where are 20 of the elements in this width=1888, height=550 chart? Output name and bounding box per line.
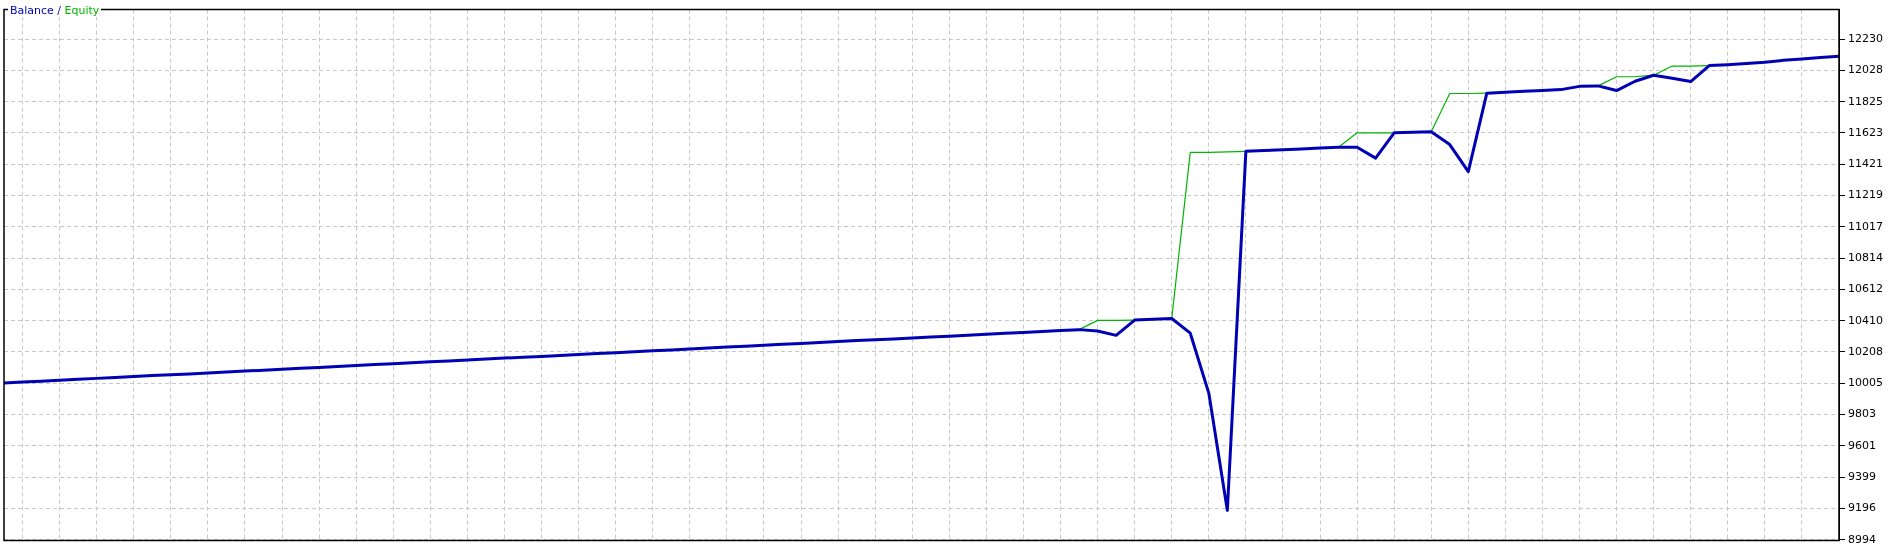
y-tick-label: 11825 bbox=[1848, 94, 1884, 108]
y-tick-label: 10814 bbox=[1848, 250, 1884, 264]
text: Equity bbox=[64, 4, 100, 17]
y-tick-label: 8994 bbox=[1848, 532, 1877, 546]
y-tick-label: 10208 bbox=[1848, 344, 1884, 358]
y-tick-label: 12230 bbox=[1848, 31, 1884, 45]
y-tick-label: 12028 bbox=[1848, 63, 1884, 77]
y-tick-label: 10005 bbox=[1848, 376, 1884, 390]
y-tick-label: 11421 bbox=[1848, 157, 1884, 171]
y-tick-label: 9803 bbox=[1848, 407, 1877, 421]
y-tick-label: 11017 bbox=[1848, 219, 1884, 233]
y-tick-label: 11623 bbox=[1848, 125, 1884, 139]
text: Balance bbox=[10, 4, 54, 17]
y-tick-label: 10410 bbox=[1848, 313, 1884, 327]
y-tick-label: 11219 bbox=[1848, 188, 1884, 202]
y-tick-label: 9601 bbox=[1848, 438, 1877, 452]
y-tick-label: 9399 bbox=[1848, 469, 1877, 483]
annotation: / bbox=[56, 4, 63, 17]
y-tick-label: 10612 bbox=[1848, 282, 1884, 296]
y-tick-label: 9196 bbox=[1848, 501, 1877, 515]
